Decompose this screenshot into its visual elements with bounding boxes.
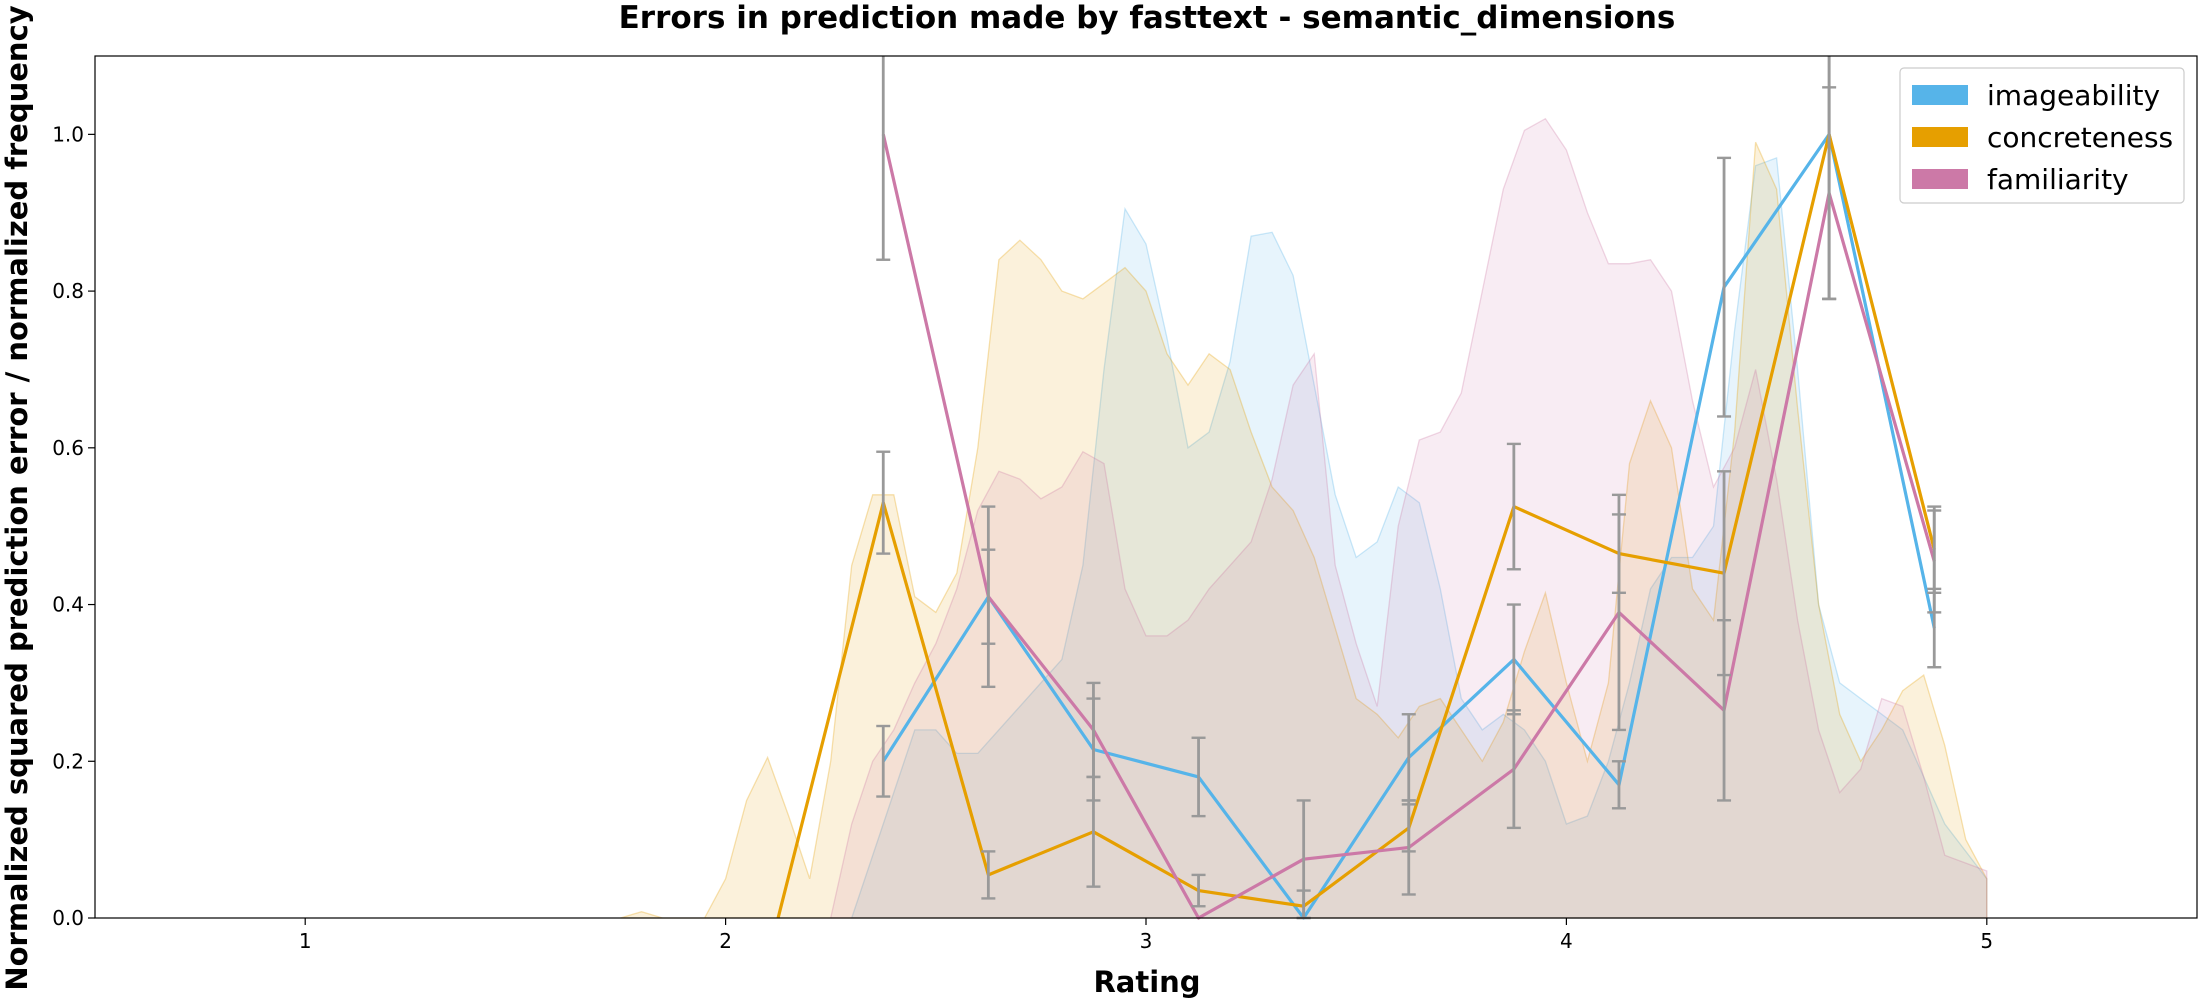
familiarity-error-bar bbox=[1611, 493, 1626, 732]
legend-swatch bbox=[1912, 85, 1968, 105]
y-tick-label: 0.6 bbox=[52, 436, 84, 460]
concreteness-error-bar bbox=[876, 450, 891, 555]
x-tick-label: 1 bbox=[299, 929, 312, 953]
x-axis-label: Rating bbox=[1093, 965, 1200, 999]
familiarity-error-bar bbox=[1401, 799, 1416, 896]
legend: imageability concreteness familiarity bbox=[1899, 67, 2185, 204]
legend-swatch bbox=[1912, 169, 1968, 189]
legend-label: imageability bbox=[1987, 79, 2160, 112]
concreteness-error-bar bbox=[1191, 873, 1206, 908]
concreteness-density-area bbox=[620, 141, 1988, 919]
familiarity-error-bar bbox=[1506, 709, 1521, 830]
x-tick-label: 2 bbox=[719, 929, 732, 953]
x-tick-label: 5 bbox=[1980, 929, 1993, 953]
legend-item-imageability: imageability bbox=[1912, 79, 2160, 112]
concreteness-line bbox=[776, 132, 1936, 919]
density-layer bbox=[620, 117, 1988, 919]
y-tick-label: 1.0 bbox=[52, 122, 84, 146]
concreteness-error-bar bbox=[1506, 442, 1521, 571]
y-tick-label: 0.2 bbox=[52, 749, 84, 773]
y-tick-label: 0.4 bbox=[52, 593, 84, 617]
legend-box bbox=[1899, 67, 2185, 204]
x-axis-ticks: 1 2 3 4 5 bbox=[299, 918, 1993, 953]
familiarity-error-bar bbox=[1717, 619, 1732, 802]
familiarity-density-area bbox=[829, 117, 1988, 919]
legend-item-familiarity: familiarity bbox=[1912, 163, 2129, 196]
legend-label: concreteness bbox=[1987, 121, 2173, 154]
familiarity-error-bar bbox=[1927, 509, 1942, 614]
y-axis-label: Normalized squared prediction error / no… bbox=[0, 5, 34, 990]
concreteness-error-bar bbox=[981, 850, 996, 900]
imageability-error-bar bbox=[1611, 760, 1626, 810]
imageability-error-bar bbox=[1191, 736, 1206, 818]
x-tick-label: 4 bbox=[1560, 929, 1573, 953]
familiarity-error-bar bbox=[1086, 681, 1101, 779]
imageability-error-bar bbox=[876, 724, 891, 798]
familiarity-error-bar bbox=[876, 56, 891, 261]
x-tick-label: 3 bbox=[1140, 929, 1153, 953]
y-axis-ticks: 0.0 0.2 0.4 0.6 0.8 1.0 bbox=[52, 122, 95, 930]
y-tick-label: 0.8 bbox=[52, 279, 84, 303]
legend-label: familiarity bbox=[1987, 163, 2129, 196]
legend-swatch bbox=[1912, 127, 1968, 147]
error-layer bbox=[876, 56, 1942, 920]
chart-title: Errors in prediction made by fasttext - … bbox=[619, 0, 1676, 36]
y-tick-label: 0.0 bbox=[52, 906, 84, 930]
legend-item-concreteness: concreteness bbox=[1912, 121, 2173, 154]
familiarity-error-bar bbox=[1822, 86, 1837, 301]
familiarity-error-bar bbox=[981, 505, 996, 689]
imageability-error-bar bbox=[1717, 156, 1732, 418]
